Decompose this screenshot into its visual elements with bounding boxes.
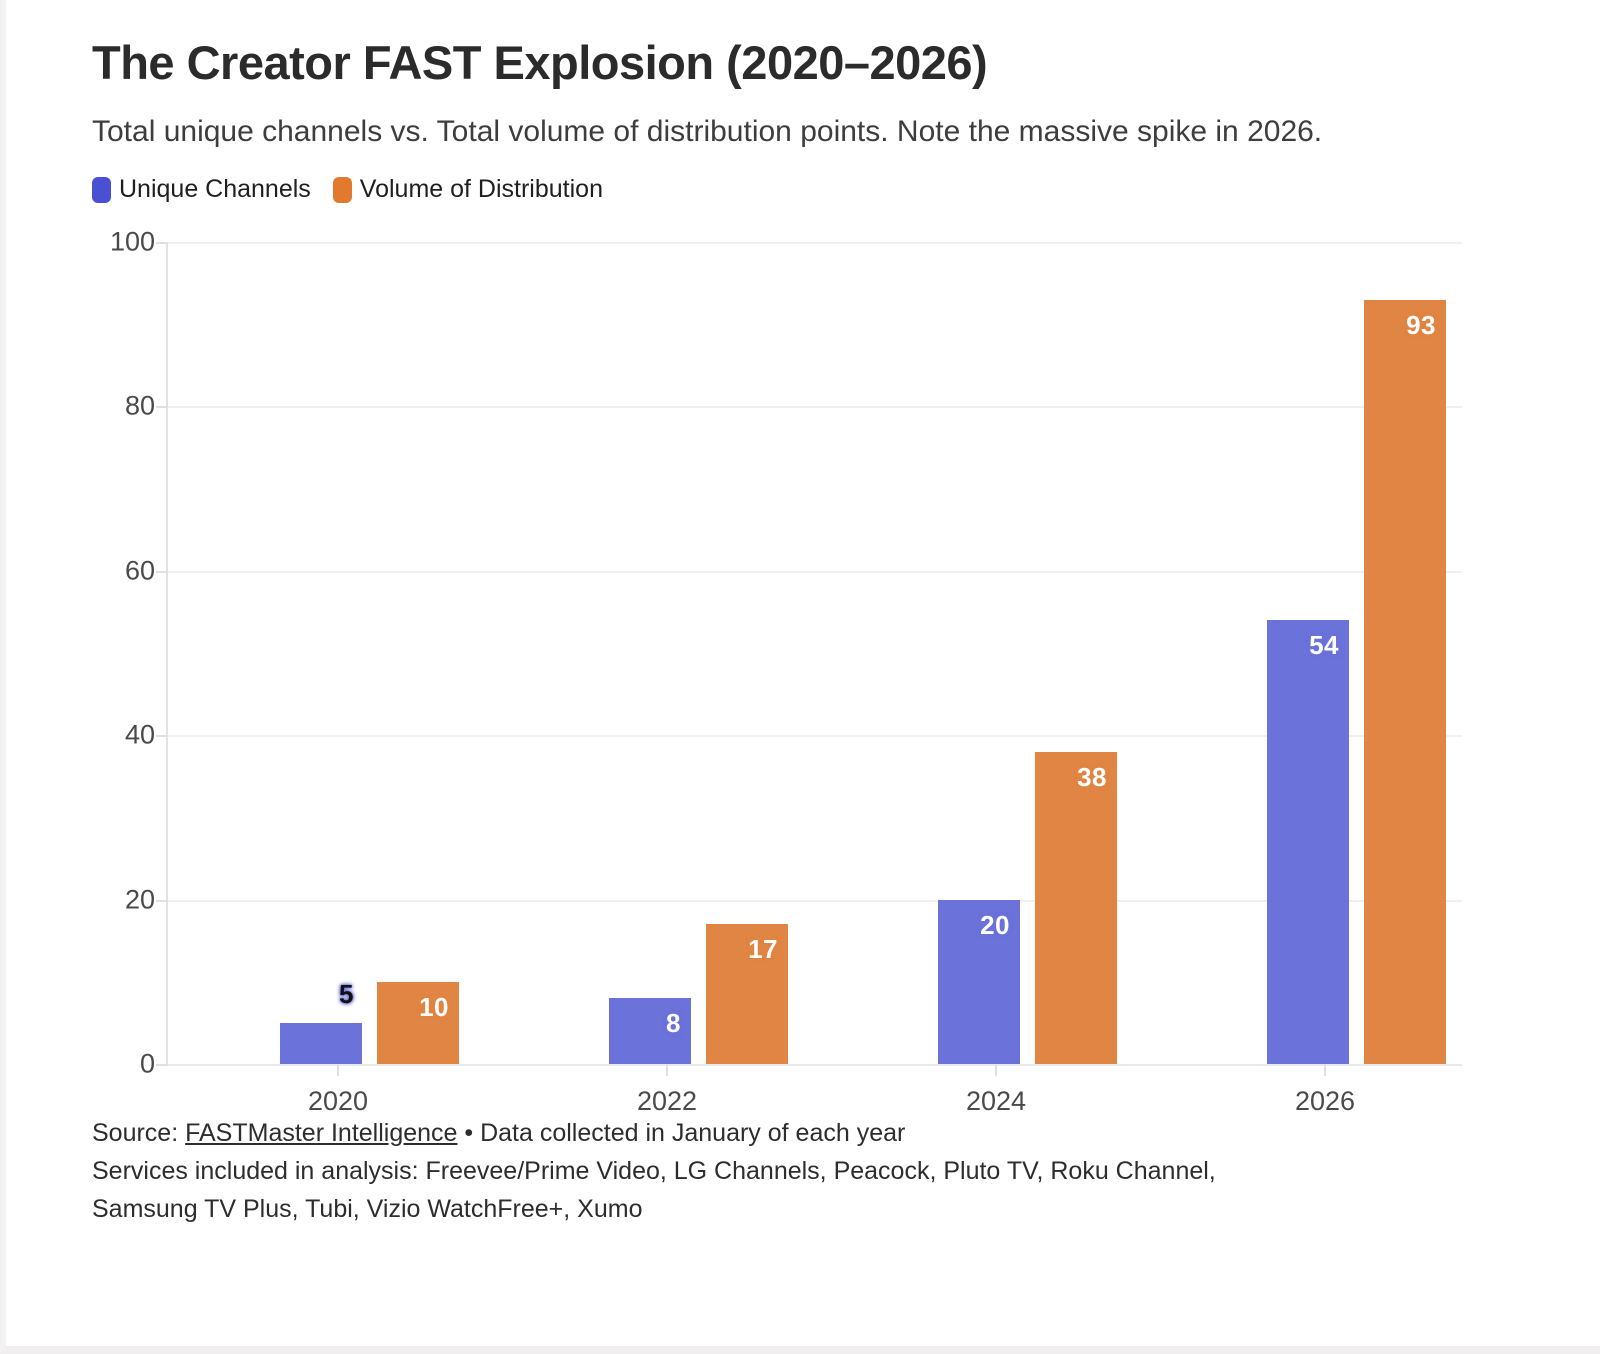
bar-unique-channels-2026[interactable]: 54 (1267, 620, 1349, 1065)
bar-unique-channels-2020[interactable]: 5 (280, 979, 362, 1065)
bar-value-label: 54 (1309, 630, 1339, 661)
bar-volume-2026[interactable]: 93 (1364, 300, 1446, 1065)
source-prefix-label: Source: (92, 1119, 186, 1148)
y-axis-tick-label: 40 (124, 719, 155, 750)
x-axis-tick-label: 2020 (307, 1086, 369, 1117)
bar-unique-channels-2024[interactable]: 20 (938, 900, 1020, 1065)
chart-legend: Unique Channels Volume of Distribution (92, 153, 1552, 204)
x-tick-mark (666, 1064, 668, 1077)
gridline-100 (166, 242, 1462, 245)
bar-value-label: 5 (339, 979, 354, 1010)
x-tick-mark (995, 1064, 997, 1077)
footer-services-line-1: Services included in analysis: Freevee/P… (92, 1157, 1216, 1186)
y-axis-tick-label: 20 (124, 884, 155, 915)
bar-volume-2022[interactable]: 17 (706, 924, 788, 1065)
bar-value-label: 8 (666, 1008, 681, 1039)
bar-value-label: 17 (748, 934, 778, 965)
gridline-20 (166, 900, 1462, 903)
y-tick-mark (156, 571, 168, 574)
chart-footer: Source: FASTMaster Intelligence • Data c… (92, 1104, 1552, 1228)
bar-volume-2024[interactable]: 38 (1035, 752, 1117, 1065)
y-axis-tick-label: 0 (139, 1048, 155, 1079)
y-tick-mark (156, 242, 168, 245)
y-axis-tick-label: 60 (124, 555, 155, 586)
bar-volume-2020[interactable]: 10 (377, 982, 459, 1065)
footer-source-line: Source: FASTMaster Intelligence • Data c… (92, 1114, 1552, 1152)
bar-value-label: 10 (419, 992, 449, 1023)
y-tick-mark (156, 1064, 168, 1067)
y-tick-mark (156, 900, 168, 903)
legend-swatch-icon (92, 176, 111, 203)
chart-subtitle: Total unique channels vs. Total volume o… (92, 114, 1323, 148)
x-axis-tick-label: 2024 (965, 1086, 1027, 1117)
source-suffix-label: • Data collected in January of each year (457, 1119, 906, 1148)
gridline-80 (166, 406, 1462, 409)
x-tick-mark (337, 1064, 339, 1077)
y-axis-tick-label: 80 (124, 390, 155, 421)
bar-value-label: 93 (1406, 310, 1436, 341)
legend-item-unique-channels[interactable]: Unique Channels (92, 175, 311, 204)
source-link[interactable]: FASTMaster Intelligence (185, 1119, 458, 1148)
x-axis-tick-label: 2022 (636, 1086, 698, 1117)
footer-services-line-2: Samsung TV Plus, Tubi, Vizio WatchFree+,… (92, 1195, 643, 1224)
x-axis-tick-label: 2026 (1294, 1086, 1356, 1117)
legend-item-volume-of-distribution[interactable]: Volume of Distribution (332, 175, 603, 204)
gridline-40 (166, 735, 1462, 738)
bar-unique-channels-2022[interactable]: 8 (609, 998, 691, 1065)
page-title: The Creator FAST Explosion (2020–2026) (92, 36, 988, 89)
legend-swatch-icon (332, 176, 352, 203)
y-axis-tick-label: 100 (109, 226, 155, 257)
y-axis-line (166, 242, 168, 1065)
y-tick-mark (156, 406, 168, 409)
bar-value-label: 20 (980, 910, 1010, 941)
bars-layer: 5 10 8 17 20 38 (168, 242, 1462, 1065)
y-tick-mark (156, 735, 168, 738)
gridline-0 (166, 1064, 1462, 1067)
legend-label: Volume of Distribution (359, 175, 603, 204)
x-tick-mark (1324, 1064, 1326, 1077)
legend-label: Unique Channels (119, 175, 311, 204)
chart-plot-area: 100 80 60 40 20 0 5 10 8 17 (92, 224, 1462, 1116)
bar-value-label: 38 (1077, 762, 1107, 793)
gridline-60 (166, 571, 1462, 574)
